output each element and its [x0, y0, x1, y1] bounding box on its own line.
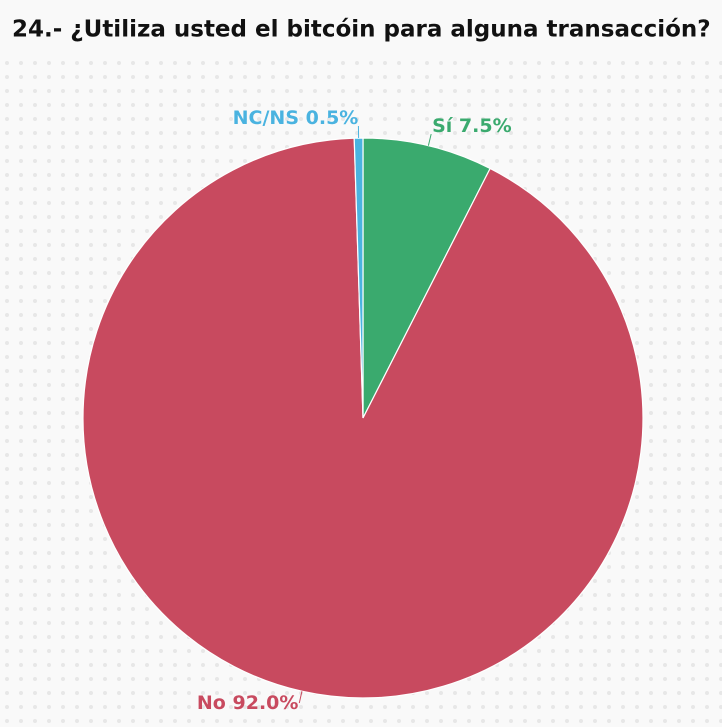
- label-value: 7.5%: [459, 115, 512, 137]
- data-label: NC/NS 0.5%: [233, 107, 359, 129]
- label-value: 0.5%: [306, 107, 359, 129]
- label-category: NC/NS: [233, 107, 299, 129]
- label-category: No: [197, 691, 226, 713]
- leader-line: [298, 691, 303, 704]
- data-label: No 92.0%: [197, 691, 299, 713]
- data-label: Sí 7.5%: [432, 115, 512, 137]
- label-category: Sí: [432, 115, 454, 137]
- pie-slice: [362, 137, 491, 419]
- label-value: 92.0%: [233, 691, 299, 713]
- pie-slice: [82, 137, 644, 699]
- plot: Sí 7.5% No 92.0% NC/NS 0.5%: [82, 107, 644, 713]
- leader-line: [427, 133, 432, 146]
- chart-title: 24.- ¿Utiliza usted el bitcóin para algu…: [12, 17, 711, 43]
